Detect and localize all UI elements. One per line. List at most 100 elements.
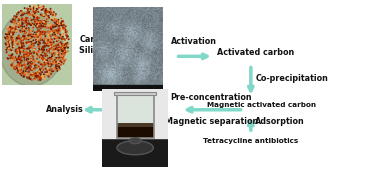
- Point: [47, 24, 53, 27]
- Point: [27, 75, 33, 78]
- Point: [63, 43, 69, 45]
- Point: [3, 47, 9, 50]
- Point: [26, 33, 33, 36]
- Point: [20, 50, 26, 53]
- Point: [26, 47, 33, 50]
- Point: [4, 31, 10, 34]
- Point: [11, 44, 17, 47]
- Point: [24, 50, 30, 53]
- Point: [35, 25, 41, 28]
- Point: [3, 33, 9, 35]
- Point: [50, 48, 56, 51]
- Point: [7, 48, 13, 51]
- Point: [14, 15, 20, 18]
- Point: [47, 58, 53, 61]
- Point: [31, 62, 37, 65]
- Point: [62, 59, 68, 62]
- Point: [19, 56, 25, 59]
- Point: [32, 35, 38, 37]
- Point: [17, 67, 23, 70]
- Point: [55, 21, 61, 24]
- Point: [3, 51, 9, 54]
- Point: [7, 30, 13, 33]
- Point: [25, 22, 31, 25]
- Point: [49, 42, 55, 45]
- Point: [16, 23, 22, 26]
- Point: [38, 35, 44, 38]
- Point: [49, 70, 55, 73]
- Point: [57, 52, 63, 55]
- Point: [15, 62, 21, 65]
- Point: [49, 38, 55, 41]
- Point: [25, 72, 31, 74]
- Point: [25, 34, 31, 37]
- Point: [28, 54, 34, 57]
- Point: [61, 46, 67, 49]
- Point: [44, 50, 50, 53]
- Point: [20, 47, 26, 50]
- Point: [45, 69, 51, 72]
- Point: [33, 11, 39, 14]
- Point: [11, 18, 17, 21]
- Point: [36, 43, 42, 46]
- Point: [33, 33, 39, 36]
- Point: [22, 63, 28, 66]
- Point: [15, 68, 21, 71]
- Point: [21, 75, 27, 78]
- Point: [12, 28, 19, 31]
- Point: [30, 54, 36, 57]
- Point: [42, 36, 48, 39]
- Point: [33, 15, 39, 18]
- Point: [21, 17, 27, 20]
- Point: [13, 15, 19, 18]
- Point: [5, 40, 11, 43]
- Point: [9, 51, 15, 54]
- Point: [18, 65, 24, 68]
- Point: [33, 25, 39, 27]
- Point: [22, 72, 28, 75]
- Point: [40, 45, 46, 48]
- Point: [19, 18, 25, 21]
- Point: [34, 34, 40, 37]
- Point: [39, 14, 45, 17]
- Point: [45, 15, 51, 18]
- Point: [18, 47, 24, 49]
- Point: [45, 10, 51, 13]
- Point: [24, 23, 30, 25]
- Point: [60, 55, 66, 58]
- Bar: [102, 138, 168, 167]
- Point: [32, 66, 38, 69]
- Point: [6, 39, 12, 42]
- Point: [48, 65, 54, 68]
- Point: [59, 34, 65, 37]
- Point: [57, 23, 64, 26]
- Point: [25, 60, 31, 63]
- Point: [27, 67, 33, 69]
- Point: [35, 21, 41, 24]
- Point: [51, 31, 57, 34]
- Point: [23, 22, 29, 25]
- Point: [46, 70, 53, 73]
- Point: [55, 50, 61, 53]
- Point: [36, 49, 42, 52]
- Point: [25, 55, 31, 58]
- Bar: [116, 94, 153, 124]
- Point: [11, 15, 17, 18]
- Point: [64, 37, 70, 40]
- Point: [54, 48, 60, 51]
- Point: [17, 30, 23, 33]
- Point: [44, 42, 50, 44]
- Point: [20, 72, 26, 75]
- Point: [55, 20, 61, 23]
- Point: [19, 64, 25, 66]
- Point: [36, 28, 42, 31]
- Point: [37, 22, 43, 25]
- Point: [42, 10, 48, 13]
- Point: [22, 56, 28, 59]
- Point: [48, 34, 54, 37]
- Point: [40, 51, 46, 54]
- Point: [38, 37, 44, 40]
- Point: [64, 33, 70, 36]
- Point: [45, 73, 51, 76]
- Point: [33, 64, 39, 67]
